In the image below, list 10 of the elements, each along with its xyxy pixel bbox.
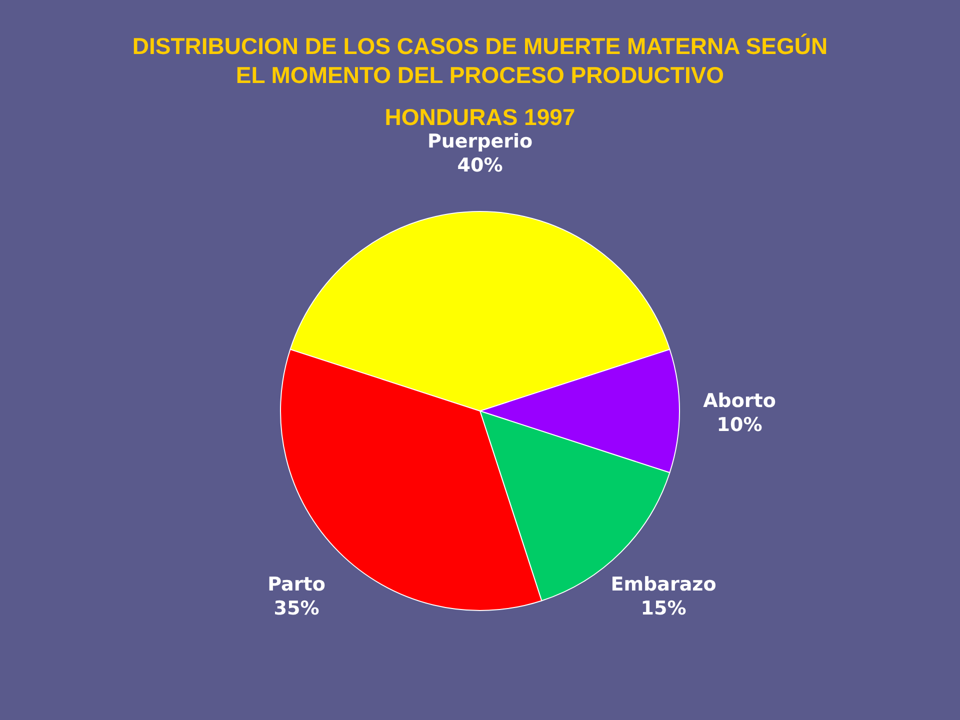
data-label: 15% (640, 597, 686, 620)
slice-label: Puerperio (427, 130, 533, 152)
slice-label: Parto (268, 573, 326, 596)
chart-title: DISTRIBUCION DE LOS CASOS DE MUERTE MATERNA SEGÚN EL MOMENTO DEL PROCESO PRODUCTIVO (131, 32, 829, 90)
chart-subtitle: HONDURAS 1997 (384, 104, 576, 131)
data-label: 10% (716, 414, 762, 436)
data-label: 35% (274, 597, 320, 620)
slice-label: Aborto (703, 390, 776, 412)
slice-label: Embarazo (610, 573, 716, 596)
data-label: 40% (457, 154, 503, 176)
